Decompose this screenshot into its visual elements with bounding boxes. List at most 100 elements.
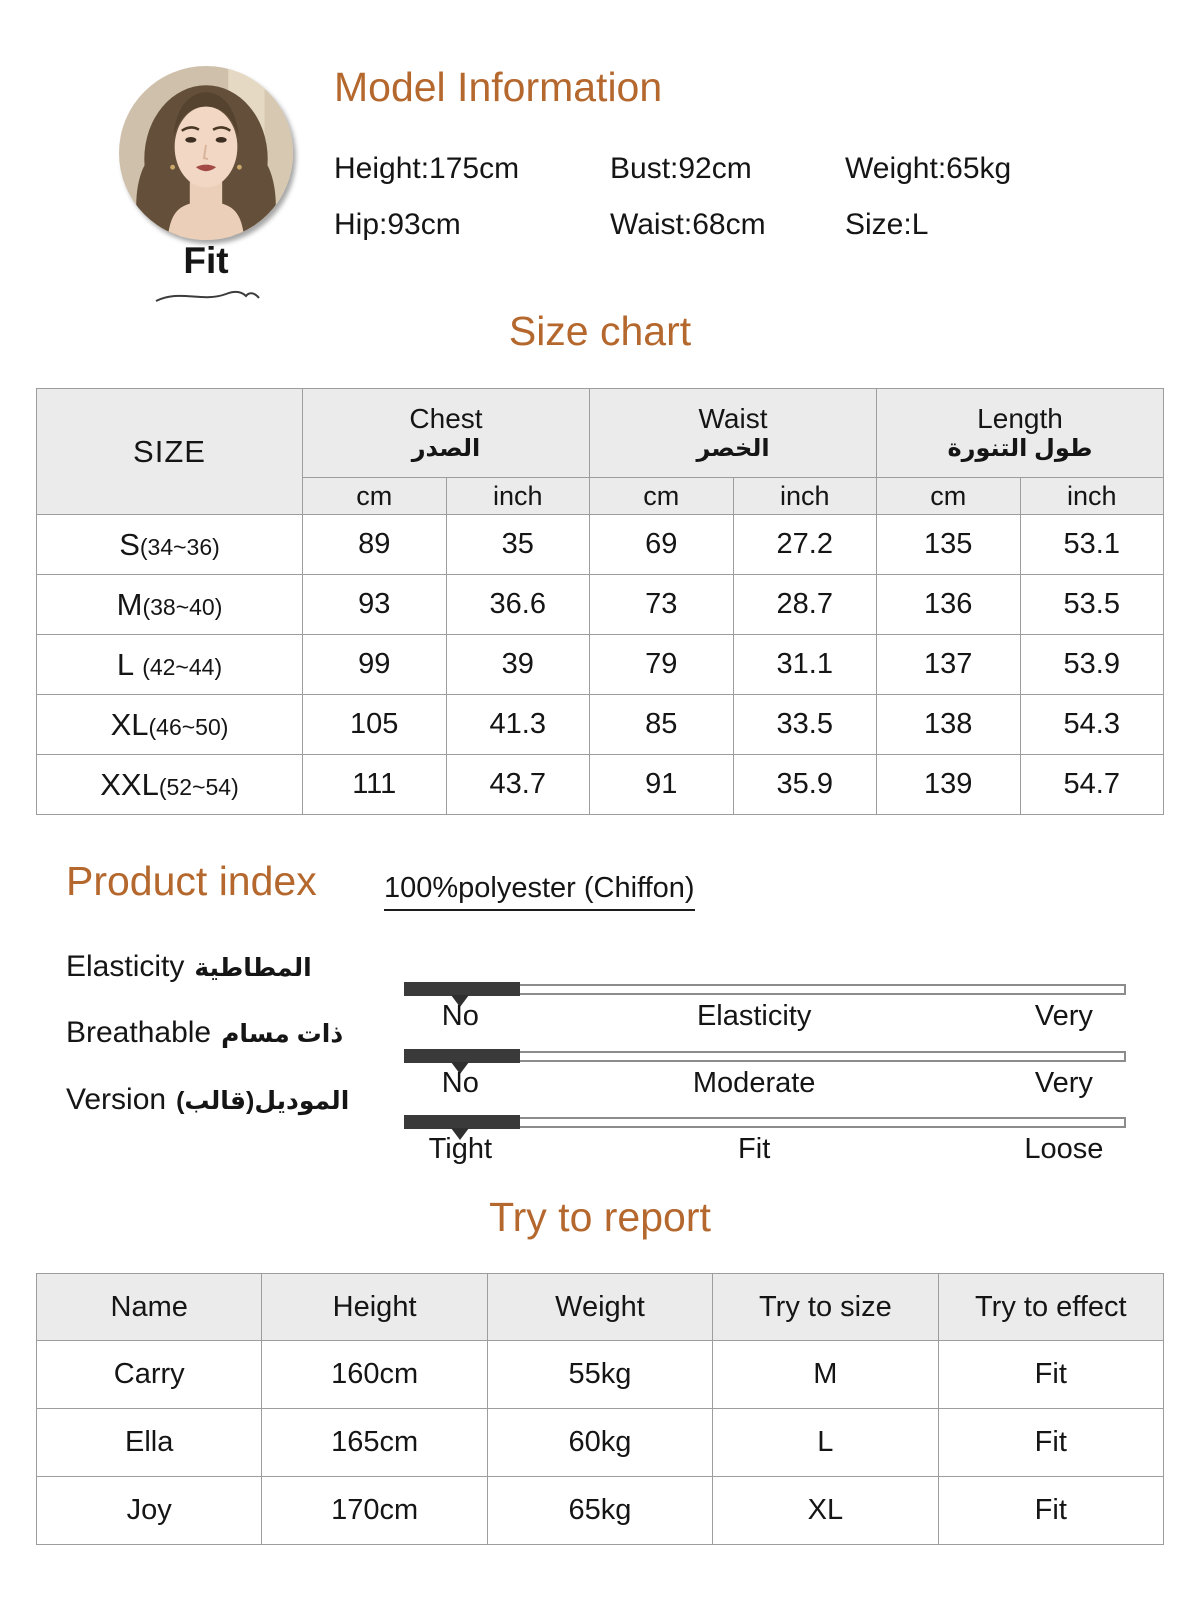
size-row-s: S(34~36) 89 35 69 27.2 135 53.1: [36, 514, 1164, 575]
breathable-label-arabic: ذات مسام: [221, 1020, 344, 1048]
value-cell: 99: [302, 634, 447, 695]
size-cell: XXL(52~54): [36, 754, 303, 815]
waist-group-header: Waist الخصر: [589, 388, 877, 478]
chest-label-arabic: الصدر: [411, 434, 481, 462]
unit-header: inch: [1019, 477, 1164, 515]
material-text: 100%polyester (Chiffon): [384, 872, 695, 911]
slider-fill: [404, 982, 520, 996]
model-bust-field: Bust:92cm: [610, 152, 752, 185]
version-label-en: Version: [66, 1083, 167, 1116]
size-cell: S(34~36): [36, 514, 303, 575]
size-range: (52~54): [158, 773, 239, 800]
value-cell: 39: [445, 634, 590, 695]
swoosh-underline: [155, 290, 260, 302]
product-index-title: Product index: [66, 858, 317, 904]
try-effect-column-header: Try to effect: [937, 1273, 1165, 1341]
value-cell: 89: [302, 514, 447, 575]
scale-label-left: No: [441, 1000, 479, 1032]
value-cell: 53.5: [1019, 574, 1164, 635]
value-cell: 139: [876, 754, 1021, 815]
elasticity-slider: No Elasticity Very: [404, 982, 1126, 1044]
breathable-slider: No Moderate Very: [404, 1049, 1126, 1111]
try-report-table: Name Height Weight Try to size Try to ef…: [35, 1273, 1165, 1545]
size-row-l: L (42~44) 99 39 79 31.1 137 53.9: [36, 634, 1164, 695]
size-row-xxl: XXL(52~54) 111 43.7 91 35.9 139 54.7: [36, 754, 1164, 815]
model-weight-field: Weight:65kg: [845, 152, 1012, 185]
model-photo-caption: Fit: [183, 240, 229, 281]
unit-header: cm: [589, 477, 734, 515]
breathable-row-label: Breathable ذات مسام: [66, 1016, 343, 1050]
report-row-carry: Carry 160cm 55kg M Fit: [35, 1340, 1165, 1409]
report-cell: M: [712, 1340, 939, 1409]
value-cell: 85: [589, 694, 734, 755]
unit-header: cm: [302, 477, 447, 515]
size-range: (46~50): [148, 713, 229, 740]
value-cell: 43.7: [445, 754, 590, 815]
value-cell: 28.7: [732, 574, 877, 635]
value-cell: 135: [876, 514, 1021, 575]
value-cell: 31.1: [732, 634, 877, 695]
length-group-header: Length طول التنورة: [876, 388, 1164, 478]
value-cell: 91: [589, 754, 734, 815]
value-cell: 36.6: [445, 574, 590, 635]
report-cell: 160cm: [261, 1340, 488, 1409]
size-range: (34~36): [139, 533, 220, 560]
elasticity-label-arabic: المطاطية: [194, 954, 312, 982]
size-range: (42~44): [142, 653, 223, 680]
report-cell: 55kg: [486, 1340, 714, 1409]
report-cell: 165cm: [261, 1408, 488, 1477]
slider-fill: [404, 1115, 520, 1129]
size-chart-group-header-row: SIZE Chest الصدر Waist الخصر Length طول …: [36, 388, 1164, 515]
value-cell: 105: [302, 694, 447, 755]
slider-marker-icon: [451, 1128, 470, 1140]
version-row-label: Version الموديل(قالب): [66, 1083, 349, 1117]
model-photo: [119, 66, 293, 240]
value-cell: 33.5: [732, 694, 877, 755]
report-cell: 170cm: [261, 1476, 488, 1545]
model-information-title: Model Information: [334, 64, 663, 110]
value-cell: 136: [876, 574, 1021, 635]
unit-header: inch: [445, 477, 590, 515]
elasticity-label-en: Elasticity: [66, 950, 185, 983]
elasticity-row-label: Elasticity المطاطية: [66, 950, 312, 984]
slider-marker-icon: [451, 995, 470, 1007]
report-cell: Fit: [937, 1408, 1165, 1477]
model-height-field: Height:175cm: [334, 152, 520, 185]
value-cell: 93: [302, 574, 447, 635]
height-column-header: Height: [261, 1273, 488, 1341]
size-chart-units-row: cm inch cm inch cm inch: [37, 477, 1164, 515]
report-row-ella: Ella 165cm 60kg L Fit: [35, 1408, 1165, 1477]
try-report-title: Try to report: [489, 1194, 711, 1240]
value-cell: 35: [445, 514, 590, 575]
scale-label-middle: Fit: [738, 1133, 771, 1165]
report-cell: Ella: [35, 1408, 263, 1477]
chest-group-header: Chest الصدر: [302, 388, 590, 478]
scale-label-middle: Elasticity: [696, 1000, 812, 1032]
scale-label-right: Very: [1034, 1067, 1093, 1099]
size-column-header: SIZE: [36, 388, 303, 515]
length-label: Length: [977, 402, 1063, 434]
value-cell: 73: [589, 574, 734, 635]
value-cell: 69: [589, 514, 734, 575]
breathable-label-en: Breathable: [66, 1016, 212, 1049]
scale-label-left: No: [441, 1067, 479, 1099]
size-letter: XL: [110, 706, 149, 742]
value-cell: 111: [302, 754, 447, 815]
try-size-column-header: Try to size: [712, 1273, 939, 1341]
scale-label-right: Loose: [1024, 1133, 1104, 1165]
value-cell: 54.7: [1019, 754, 1164, 815]
value-cell: 53.9: [1019, 634, 1164, 695]
scale-label-left: Tight: [428, 1133, 493, 1165]
value-cell: 35.9: [732, 754, 877, 815]
size-letter: XXL: [100, 766, 159, 802]
model-hip-field: Hip:93cm: [334, 208, 461, 241]
scale-label-middle: Moderate: [692, 1067, 816, 1099]
size-letter: S: [119, 526, 140, 562]
slider-fill: [404, 1049, 520, 1063]
report-cell: Joy: [35, 1476, 263, 1545]
scale-label-right: Very: [1034, 1000, 1093, 1032]
report-cell: 60kg: [486, 1408, 714, 1477]
report-row-joy: Joy 170cm 65kg XL Fit: [35, 1476, 1165, 1545]
slider-marker-icon: [451, 1062, 470, 1074]
model-portrait-image: [119, 66, 293, 240]
